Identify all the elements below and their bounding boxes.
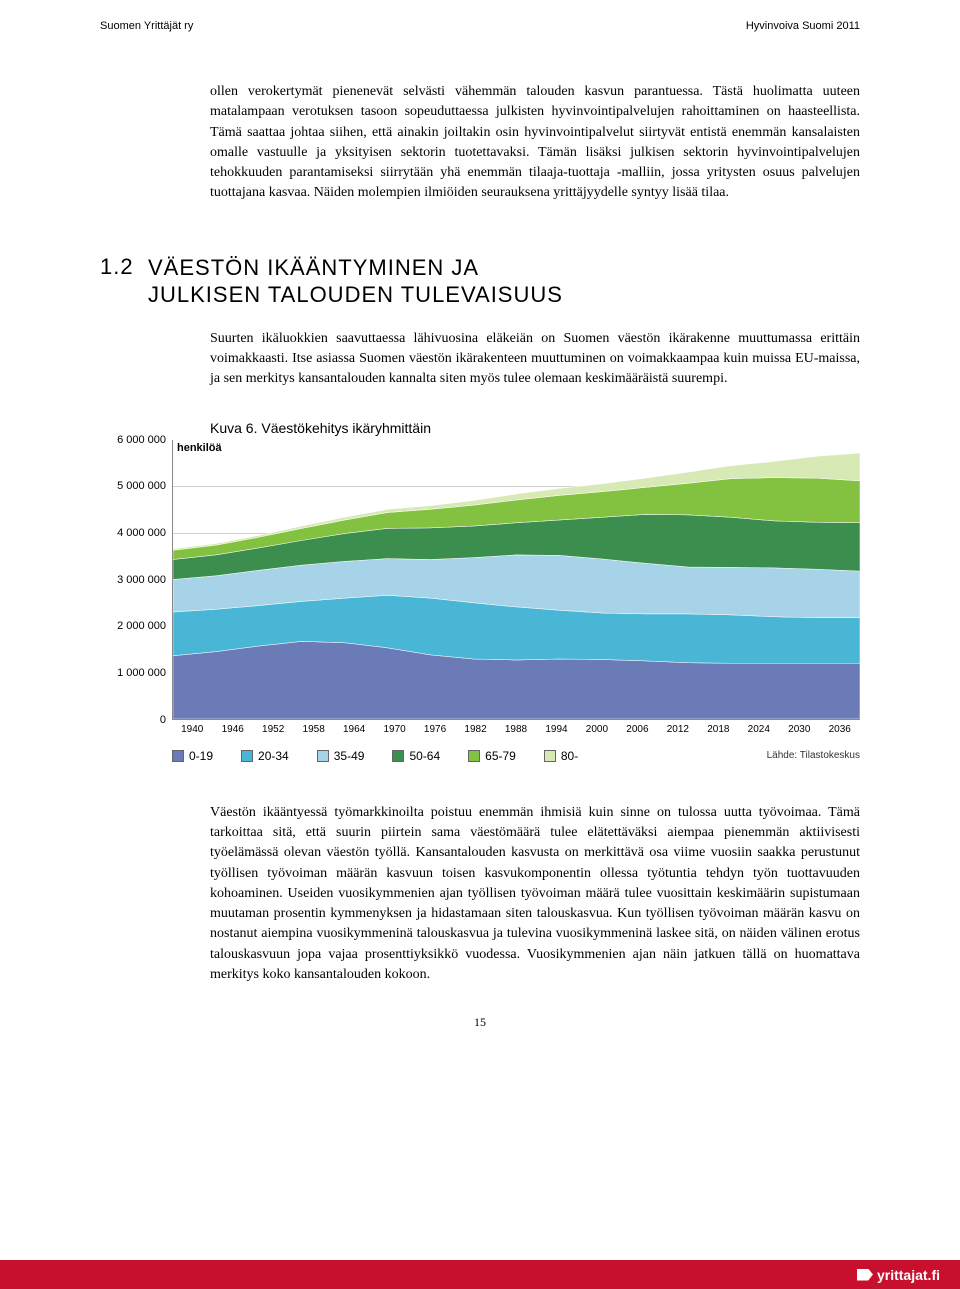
legend-swatch xyxy=(468,750,480,762)
legend-label: 20-34 xyxy=(258,749,289,763)
population-chart: 6 000 0005 000 0004 000 0003 000 0002 00… xyxy=(100,440,860,763)
x-tick: 2000 xyxy=(577,724,617,735)
footer-logo-text: yrittajat.fi xyxy=(877,1267,940,1283)
x-tick: 1940 xyxy=(172,724,212,735)
x-tick: 2012 xyxy=(658,724,698,735)
x-tick: 1964 xyxy=(334,724,374,735)
legend-item-65-79: 65-79 xyxy=(468,749,516,763)
legend-item-0-19: 0-19 xyxy=(172,749,213,763)
header-org: Suomen Yrittäjät ry xyxy=(100,20,193,32)
header-doc-title: Hyvinvoiva Suomi 2011 xyxy=(746,20,860,32)
footer-bar: yrittajat.fi xyxy=(0,1260,960,1289)
x-tick: 1994 xyxy=(536,724,576,735)
x-tick: 2018 xyxy=(698,724,738,735)
x-tick: 2006 xyxy=(617,724,657,735)
chart-plot-area: henkilöä xyxy=(172,440,860,720)
x-tick: 1982 xyxy=(455,724,495,735)
section-title-line1: VÄESTÖN IKÄÄNTYMINEN JA xyxy=(148,255,479,280)
page-number: 15 xyxy=(100,1015,860,1030)
footer-logo: yrittajat.fi xyxy=(857,1267,940,1283)
legend-swatch xyxy=(544,750,556,762)
x-tick: 1976 xyxy=(415,724,455,735)
x-tick: 1946 xyxy=(212,724,252,735)
stacked-area-svg xyxy=(173,440,860,719)
chart-x-axis: 1940194619521958196419701976198219881994… xyxy=(172,720,860,735)
legend-swatch xyxy=(317,750,329,762)
legend-label: 0-19 xyxy=(189,749,213,763)
x-tick: 1970 xyxy=(374,724,414,735)
chart-caption: Kuva 6. Väestökehitys ikäryhmittäin xyxy=(210,420,860,436)
analysis-paragraph: Väestön ikääntyessä työmarkkinoilta pois… xyxy=(210,803,860,986)
legend-swatch xyxy=(172,750,184,762)
chart-y-axis: 6 000 0005 000 0004 000 0003 000 0002 00… xyxy=(100,440,172,720)
x-tick: 1988 xyxy=(496,724,536,735)
arrow-icon xyxy=(857,1269,873,1281)
legend-item-20-34: 20-34 xyxy=(241,749,289,763)
legend-label: 65-79 xyxy=(485,749,516,763)
legend-label: 80- xyxy=(561,749,578,763)
page-header: Suomen Yrittäjät ry Hyvinvoiva Suomi 201… xyxy=(100,20,860,32)
section-number: 1.2 xyxy=(100,254,148,280)
x-tick: 2024 xyxy=(739,724,779,735)
intro-paragraph: ollen verokertymät pienenevät selvästi v… xyxy=(210,82,860,204)
legend-label: 50-64 xyxy=(409,749,440,763)
chart-source: Lähde: Tilastokeskus xyxy=(767,750,860,761)
legend-label: 35-49 xyxy=(334,749,365,763)
section-title-line2: JULKISEN TALOUDEN TULEVAISUUS xyxy=(148,282,563,307)
section-intro-paragraph: Suurten ikäluokkien saavuttaessa lähivuo… xyxy=(210,329,860,390)
legend-item-35-49: 35-49 xyxy=(317,749,365,763)
section-heading: 1.2 VÄESTÖN IKÄÄNTYMINEN JA JULKISEN TAL… xyxy=(100,254,860,309)
x-tick: 1952 xyxy=(253,724,293,735)
legend-item-50-64: 50-64 xyxy=(392,749,440,763)
legend-item-80-: 80- xyxy=(544,749,578,763)
legend-swatch xyxy=(241,750,253,762)
x-tick: 2036 xyxy=(820,724,860,735)
x-tick: 2030 xyxy=(779,724,819,735)
section-title: VÄESTÖN IKÄÄNTYMINEN JA JULKISEN TALOUDE… xyxy=(148,254,563,309)
chart-legend: 0-19 20-34 35-49 50-64 65-79 80- Lähde: Tilas… xyxy=(172,749,860,763)
legend-swatch xyxy=(392,750,404,762)
x-tick: 1958 xyxy=(293,724,333,735)
